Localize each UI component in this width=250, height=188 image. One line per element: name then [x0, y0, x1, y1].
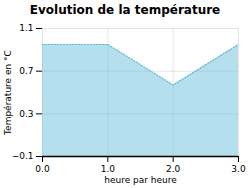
svg-text:Température en °C: Température en °C [3, 50, 13, 136]
svg-text:0.0: 0.0 [35, 164, 50, 174]
svg-text:3.0: 3.0 [231, 164, 246, 174]
svg-text:0.3: 0.3 [19, 109, 33, 119]
svg-text:2.0: 2.0 [166, 164, 181, 174]
svg-text:heure par heure: heure par heure [104, 175, 177, 185]
svg-text:1.1: 1.1 [19, 23, 33, 33]
html-text:Evolution de la température: Evolution de la température [29, 3, 221, 17]
svg-text:0.7: 0.7 [19, 66, 33, 76]
svg-text:1.0: 1.0 [101, 164, 116, 174]
svg-text:−0.1: −0.1 [12, 151, 34, 161]
